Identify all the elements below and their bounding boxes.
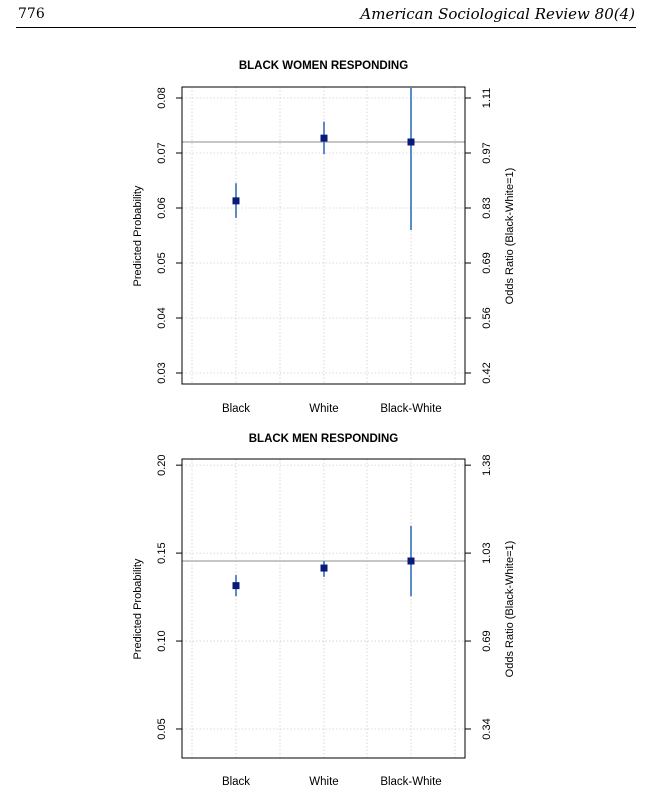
y-tick-label-right: 0.42 — [481, 362, 493, 383]
y-tick-label-right: 0.69 — [481, 630, 493, 651]
y-tick-label-left: 0.10 — [156, 630, 168, 651]
plot-frame — [181, 458, 466, 759]
x-category-label: White — [309, 403, 338, 415]
y-tick-label-right: 0.97 — [481, 142, 493, 163]
y-tick-label-right: 0.56 — [481, 307, 493, 328]
page-number: 776 — [18, 6, 45, 22]
x-category-label: Black — [222, 403, 250, 415]
y-axis-label-left: Predicted Probability — [132, 558, 144, 659]
journal-title: American Sociological Review 80(4) — [360, 5, 635, 23]
y-axis-label-left: Predicted Probability — [132, 185, 144, 286]
y-tick-label-right: 0.34 — [481, 718, 493, 739]
y-tick-label-left: 0.20 — [156, 454, 168, 475]
y-tick-label-left: 0.05 — [156, 718, 168, 739]
y-tick-label-left: 0.05 — [156, 252, 168, 273]
x-category-label: Black — [222, 776, 250, 788]
y-tick-label-left: 0.08 — [156, 87, 168, 108]
y-tick-label-right: 1.38 — [481, 454, 493, 475]
data-point — [232, 197, 240, 205]
y-tick-label-right: 0.69 — [481, 252, 493, 273]
x-category-label: Black-White — [380, 776, 441, 788]
y-tick-label-left: 0.07 — [156, 142, 168, 163]
chart-title: BLACK WOMEN RESPONDING — [239, 60, 408, 72]
plot-frame — [181, 86, 466, 385]
y-tick-label-left: 0.15 — [156, 542, 168, 563]
x-category-label: Black-White — [380, 403, 441, 415]
data-point — [232, 582, 240, 590]
chart-panel-1: BLACK WOMEN RESPONDING 0.03 0.04 0.05 0.06 0.… — [132, 60, 516, 415]
y-axis-label-right: Odds Ratio (Black-White=1) — [504, 168, 516, 305]
y-tick-label-left: 0.06 — [156, 197, 168, 218]
chart-panel-2: BLACK MEN RESPONDING 0.05 0.10 0.15 0.20 0.34… — [132, 433, 516, 788]
chart-title: BLACK MEN RESPONDING — [249, 433, 399, 445]
y-tick-label-left: 0.04 — [156, 307, 168, 328]
y-tick-label-right: 0.83 — [481, 197, 493, 218]
x-category-label: White — [309, 776, 338, 788]
y-axis-label-right: Odds Ratio (Black-White=1) — [504, 541, 516, 678]
y-tick-label-right: 1.11 — [481, 88, 493, 109]
data-point — [407, 557, 415, 565]
header-rule — [16, 27, 636, 28]
data-point — [320, 134, 328, 142]
y-tick-label-left: 0.03 — [156, 362, 168, 383]
data-point — [320, 564, 328, 572]
y-tick-label-right: 1.03 — [481, 542, 493, 563]
data-point — [407, 138, 415, 146]
page-header: 776 American Sociological Review 80(4) — [0, 0, 655, 30]
